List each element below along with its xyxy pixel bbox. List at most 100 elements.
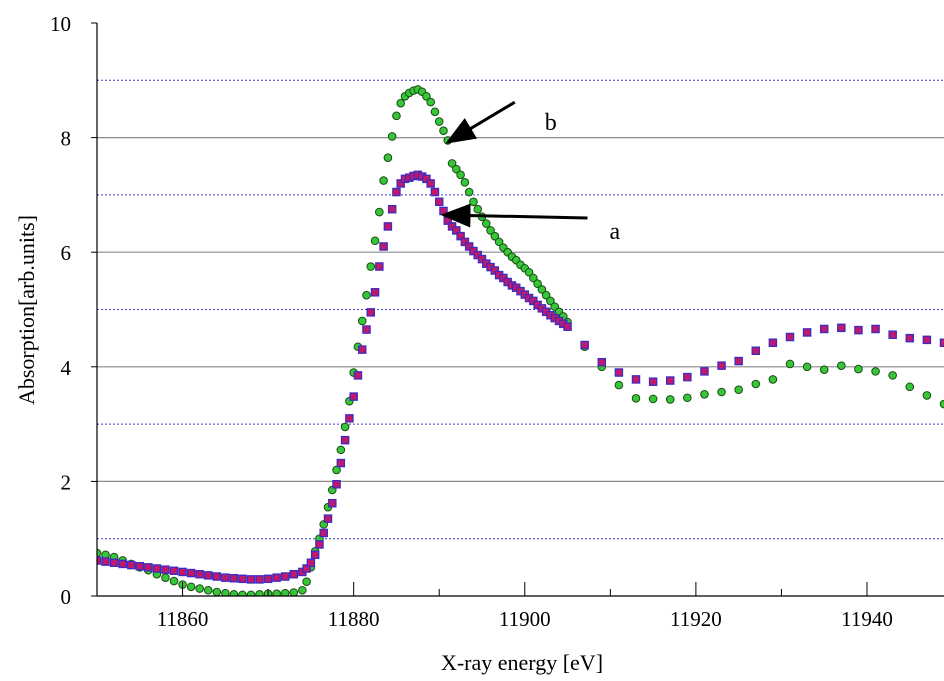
data-point-circle: [648, 394, 658, 404]
data-point-square: [332, 480, 341, 489]
data-point-circle: [362, 290, 371, 300]
series-layer: [97, 85, 944, 596]
data-point-circle: [161, 573, 170, 582]
data-point-circle: [469, 197, 478, 207]
data-point-square: [345, 414, 354, 423]
data-point-square: [477, 254, 487, 264]
data-point-square: [272, 573, 281, 582]
data-point-circle: [537, 285, 547, 294]
data-point-square: [144, 563, 153, 572]
data-point-circle: [768, 375, 778, 384]
data-point-circle: [97, 548, 102, 558]
data-point-square: [238, 574, 247, 584]
data-point-square: [310, 550, 320, 559]
data-point-square: [387, 204, 397, 214]
data-point-square: [161, 565, 170, 574]
data-point-circle: [837, 361, 846, 370]
axes: [91, 22, 944, 597]
gridlines: [97, 79, 944, 540]
x-tick-label: 11900: [499, 607, 551, 631]
data-point-circle: [379, 176, 388, 185]
data-point-circle: [939, 399, 944, 409]
data-point-square: [434, 197, 444, 207]
data-point-square: [396, 179, 405, 188]
data-point-square: [135, 561, 145, 571]
data-point-circle: [905, 382, 915, 392]
data-point-square: [426, 179, 435, 188]
data-point-circle: [298, 585, 307, 595]
y-tick-label: 4: [61, 356, 72, 380]
data-point-square: [785, 332, 795, 342]
data-point-circle: [456, 170, 465, 180]
data-point-square: [700, 367, 709, 376]
y-tick-label: 8: [61, 127, 72, 151]
data-point-circle: [481, 219, 491, 228]
data-point-circle: [203, 585, 213, 595]
data-point-square: [302, 564, 311, 573]
data-point-circle: [272, 589, 281, 596]
data-point-circle: [494, 237, 504, 247]
data-point-circle: [387, 132, 397, 141]
data-point-circle: [802, 362, 812, 372]
data-point-square: [871, 324, 880, 334]
data-point-circle: [396, 98, 406, 108]
data-point-circle: [614, 380, 624, 390]
data-point-square: [375, 262, 384, 271]
data-point-square: [490, 266, 500, 275]
data-point-circle: [464, 187, 474, 197]
x-tick-label: 11880: [328, 607, 380, 631]
data-point-square: [802, 328, 812, 337]
data-point-circle: [447, 159, 457, 168]
data-point-circle: [683, 393, 692, 403]
x-axis-label: X-ray energy [eV]: [441, 650, 603, 675]
data-point-square: [563, 322, 572, 331]
data-point-square: [383, 222, 393, 231]
annotation-label-b: b: [545, 110, 557, 136]
data-point-circle: [700, 390, 709, 399]
data-point-circle: [375, 207, 384, 217]
data-point-circle: [302, 577, 311, 586]
annotation-arrow-a: [440, 203, 588, 228]
data-point-square: [717, 361, 726, 370]
x-tick-label: 11860: [157, 607, 209, 631]
tick-labels: 0 2 4 6 8 10 11860 11880 11900 11920 11940: [50, 12, 893, 631]
data-point-square: [464, 242, 474, 251]
data-point-square: [362, 325, 371, 334]
data-point-circle: [473, 204, 483, 214]
data-point-circle: [871, 367, 880, 376]
data-point-square: [683, 372, 692, 382]
data-point-square: [319, 528, 328, 538]
data-point-circle: [186, 582, 196, 592]
data-point-circle: [422, 92, 431, 101]
x-tick-label: 11920: [670, 607, 722, 631]
data-point-square: [837, 323, 846, 333]
data-point-square: [734, 356, 743, 366]
data-point-square: [751, 346, 761, 356]
data-point-circle: [280, 588, 290, 596]
data-point-square: [315, 540, 324, 549]
data-point-square: [370, 288, 380, 297]
data-point-circle: [533, 279, 542, 289]
data-point-square: [768, 338, 778, 347]
data-point-square: [631, 375, 641, 384]
data-point-circle: [246, 590, 256, 596]
data-point-square: [614, 368, 624, 377]
data-point-square: [456, 231, 465, 241]
y-tick-label: 0: [61, 585, 72, 609]
annotation-label-a: a: [610, 219, 621, 245]
data-point-circle: [529, 273, 538, 283]
data-point-square: [336, 458, 346, 468]
data-point-circle: [751, 379, 761, 389]
data-point-circle: [524, 267, 534, 277]
data-point-circle: [434, 117, 444, 126]
data-point-square: [263, 574, 273, 584]
data-point-square: [328, 498, 337, 508]
data-point-square: [323, 514, 333, 523]
data-point-circle: [490, 231, 500, 241]
data-point-circle: [819, 365, 829, 374]
data-point-square: [289, 569, 299, 579]
data-point-circle: [383, 153, 393, 162]
y-tick-label: 2: [61, 470, 72, 494]
data-point-square: [422, 174, 431, 184]
data-point-circle: [631, 394, 641, 403]
